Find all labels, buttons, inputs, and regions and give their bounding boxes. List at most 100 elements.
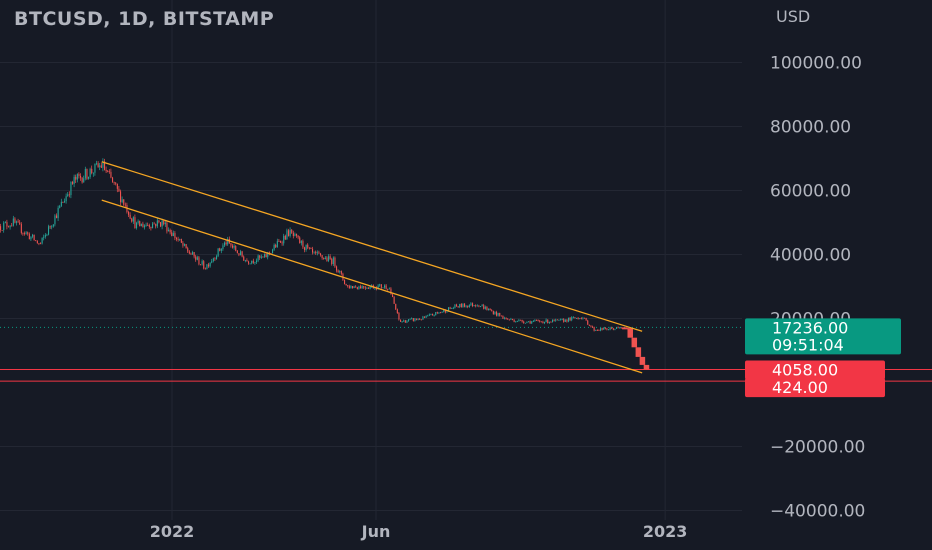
candle-body xyxy=(473,305,475,307)
candle-body xyxy=(156,220,158,227)
candle-body xyxy=(216,256,218,260)
candle-body xyxy=(185,244,187,249)
candle-body xyxy=(268,252,270,254)
candle-body xyxy=(355,286,357,288)
candle-body xyxy=(251,260,253,264)
candle-body xyxy=(105,169,107,172)
candle-body xyxy=(520,319,522,321)
candle-body xyxy=(209,262,211,267)
candle-body xyxy=(220,249,222,251)
candle-body xyxy=(404,320,406,323)
candle-body xyxy=(579,318,581,320)
candle-body xyxy=(425,316,427,318)
y-tick-label: 60000.00 xyxy=(770,182,851,202)
candle-body xyxy=(118,188,120,192)
x-tick-label: Jun xyxy=(361,522,391,541)
candle-body xyxy=(292,232,294,236)
candle-body xyxy=(558,319,560,321)
candle-body xyxy=(246,260,248,262)
candle-body xyxy=(89,168,91,177)
channel-lines[interactable] xyxy=(101,161,643,374)
candle-body xyxy=(75,176,77,180)
candle-body xyxy=(110,171,112,178)
candle-body xyxy=(508,319,510,321)
candle-body xyxy=(363,286,365,288)
candle-body xyxy=(324,257,326,259)
candle-body xyxy=(83,178,85,183)
candle-body xyxy=(102,161,104,168)
candle-body xyxy=(230,243,232,246)
candle-body xyxy=(491,310,493,312)
candle-body xyxy=(553,319,555,321)
candle-body xyxy=(523,321,525,324)
candle-body xyxy=(67,194,69,197)
candle-body xyxy=(494,311,496,315)
time-axis[interactable]: 2022 Jun 2023 xyxy=(150,522,688,541)
candle-body xyxy=(48,226,50,235)
candle-body xyxy=(588,324,590,326)
candle-body xyxy=(505,317,507,319)
candle-body xyxy=(179,239,181,240)
candle-body xyxy=(32,234,34,237)
candle-body xyxy=(248,261,250,264)
candle-body xyxy=(459,303,461,307)
candle-body xyxy=(278,241,280,242)
candle-body xyxy=(585,317,587,321)
candle-body xyxy=(582,317,584,319)
candle-body xyxy=(137,221,139,223)
candle-body xyxy=(547,319,549,324)
candle-body xyxy=(377,285,379,290)
candle-body xyxy=(414,318,416,321)
candle-body xyxy=(145,224,147,226)
candle-body xyxy=(73,176,75,184)
candle-body xyxy=(358,286,360,289)
projected-candle xyxy=(643,364,650,370)
candle-body xyxy=(518,319,520,322)
candle-body xyxy=(348,286,350,289)
candle-body xyxy=(513,320,515,322)
candle-body xyxy=(524,322,526,324)
candle-body xyxy=(297,235,299,238)
channel-trend-line[interactable] xyxy=(101,161,643,332)
candle-body xyxy=(580,318,582,320)
candle-body xyxy=(619,327,621,329)
candle-body xyxy=(4,222,6,223)
candle-body xyxy=(592,326,594,328)
candle-body xyxy=(54,215,56,225)
candle-body xyxy=(512,318,514,321)
candle-body xyxy=(539,320,541,322)
bar-countdown: 09:51:04 xyxy=(772,335,844,354)
candle-body xyxy=(366,288,368,289)
candle-body xyxy=(70,182,72,196)
x-tick-label: 2023 xyxy=(643,522,688,541)
y-tick-label: 40000.00 xyxy=(770,246,851,266)
candle-body xyxy=(235,245,237,251)
channel-trend-line[interactable] xyxy=(101,199,643,374)
candle-body xyxy=(99,165,101,167)
candle-body xyxy=(256,260,258,263)
candle-body xyxy=(504,317,506,319)
last-price-tag xyxy=(745,318,901,355)
x-tick-label: 2022 xyxy=(150,522,195,541)
candle-body xyxy=(20,224,22,233)
candle-body xyxy=(438,312,440,314)
candle-body xyxy=(224,242,226,246)
candle-body xyxy=(249,263,251,265)
candle-body xyxy=(507,318,509,320)
candle-body xyxy=(243,256,245,261)
candle-body xyxy=(340,271,342,274)
candle-body xyxy=(305,244,307,250)
candle-body xyxy=(25,232,27,234)
candle-body xyxy=(124,204,126,206)
price-axis[interactable]: USD100000.0080000.0060000.0040000.002000… xyxy=(770,7,865,522)
candle-body xyxy=(364,287,366,289)
candle-body xyxy=(16,221,18,223)
candle-body xyxy=(368,288,370,289)
candle-body xyxy=(76,174,78,180)
candle-body xyxy=(576,318,578,319)
candle-body xyxy=(281,242,283,244)
candle-body xyxy=(457,306,459,308)
candle-body xyxy=(164,222,166,225)
candle-body xyxy=(283,235,285,244)
